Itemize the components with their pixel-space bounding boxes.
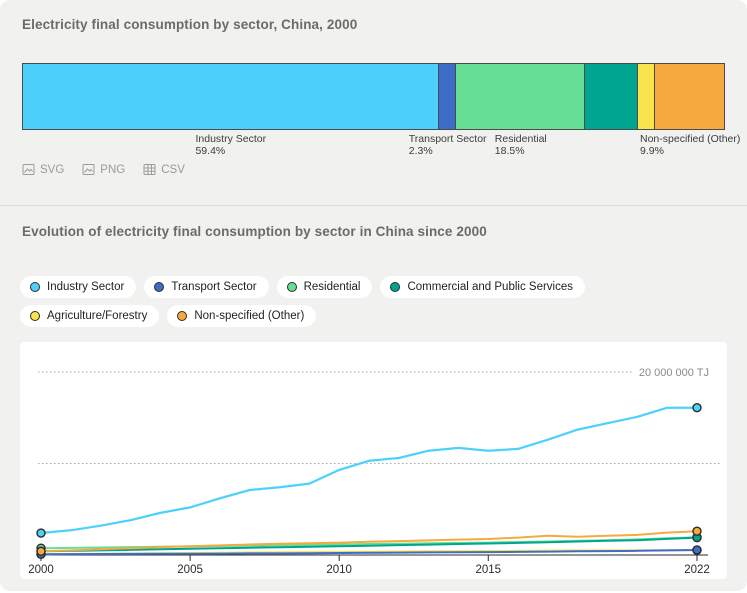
legend-dot-industry <box>30 282 40 292</box>
bar-segment-commercial[interactable] <box>585 64 639 129</box>
export-csv-button[interactable]: CSV <box>143 163 185 176</box>
export-png-label: PNG <box>100 163 126 176</box>
export-toolbar: SVG PNG CSV <box>22 163 185 176</box>
legend-pill-residential[interactable]: Residential <box>276 276 373 298</box>
legend-pill-transport[interactable]: Transport Sector <box>144 276 269 298</box>
export-csv-label: CSV <box>161 163 185 176</box>
legend-label-industry: Industry Sector <box>47 281 125 293</box>
series-marker-non_specified-2022[interactable] <box>692 526 702 536</box>
series-marker-industry-2022[interactable] <box>692 402 702 413</box>
bar-segment-label-non_specified: Non-specified (Other) 9.9% <box>640 133 741 157</box>
legend-dot-residential <box>286 282 297 292</box>
bar-segment-non_specified[interactable] <box>654 64 724 129</box>
legend-label-transport: Transport Sector <box>171 281 257 293</box>
legend-dot-commercial <box>390 282 401 292</box>
bar-segment-label-transport: Transport Sector 2.3% <box>408 133 487 157</box>
legend-dot-transport <box>154 282 165 292</box>
x-tick-label-2005: 2005 <box>177 564 203 576</box>
legend-label-commercial: Commercial and Public Services <box>407 281 574 293</box>
x-tick-label-2000: 2000 <box>28 564 54 576</box>
stacked-bar-chart <box>22 63 725 130</box>
x-tick-label-2022: 2022 <box>684 564 710 576</box>
section-divider <box>0 205 747 206</box>
line-chart-title: Evolution of electricity final consumpti… <box>22 224 487 239</box>
series-line-non_specified <box>40 530 698 553</box>
legend-label-residential: Residential <box>303 281 361 293</box>
bar-segment-label-residential: Residential 18.5% <box>494 133 547 157</box>
bar-segment-transport[interactable] <box>439 64 456 129</box>
legend-pill-industry[interactable]: Industry Sector <box>20 276 137 298</box>
series-marker-industry-2000[interactable] <box>36 528 46 538</box>
bar-segment-industry[interactable] <box>23 64 440 129</box>
series-line-commercial <box>40 536 698 553</box>
legend-label-agriculture: Agriculture/Forestry <box>47 310 148 322</box>
legend-pill-agriculture[interactable]: Agriculture/Forestry <box>20 305 160 327</box>
export-svg-button[interactable]: SVG <box>22 163 64 176</box>
legend-dot-agriculture <box>30 311 40 321</box>
stacked-bar-labels: Industry Sector 59.4% Transport Sector 2.3%… <box>0 133 747 159</box>
legend-pill-commercial[interactable]: Commercial and Public Services <box>380 276 586 298</box>
series-line-industry <box>39 406 699 535</box>
legend-dot-non_specified <box>177 311 188 321</box>
legend-pill-non_specified[interactable]: Non-specified (Other) <box>167 305 317 327</box>
bar-segment-label-industry: Industry Sector 59.4% <box>195 133 267 157</box>
series-line-transport <box>40 549 698 556</box>
evolution-line-chart: 20 000 000 TJ 2000 2005 2010 2015 2022 <box>28 367 721 576</box>
table-icon <box>143 163 156 176</box>
x-tick-label-2010: 2010 <box>326 564 352 576</box>
series-marker-non_specified-2000[interactable] <box>36 546 46 557</box>
export-png-button[interactable]: PNG <box>82 163 125 176</box>
bar-chart-title: Electricity final consumption by sector,… <box>22 17 358 32</box>
legend-label-non_specified: Non-specified (Other) <box>194 310 305 322</box>
line-chart-panel: 20 000 000 TJ 2000 2005 2010 2015 2022 <box>20 342 727 579</box>
export-svg-label: SVG <box>40 163 65 176</box>
gridline-label: 20 000 000 TJ <box>639 367 709 379</box>
bar-segment-agriculture[interactable] <box>638 64 655 129</box>
series-marker-transport-2022[interactable] <box>692 545 702 555</box>
bar-segment-residential[interactable] <box>455 64 586 129</box>
chart-legend: Industry Sector Transport Sector Residenti… <box>20 276 730 327</box>
image-icon <box>22 163 35 176</box>
x-tick-label-2015: 2015 <box>475 564 501 576</box>
image-icon <box>82 163 95 176</box>
